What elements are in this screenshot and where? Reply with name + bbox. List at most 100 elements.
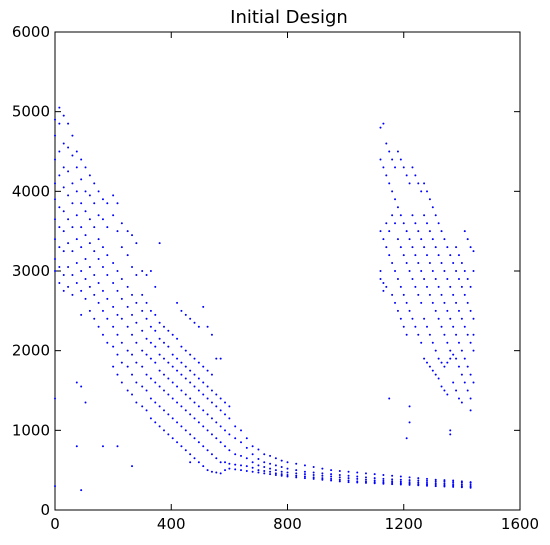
data-point bbox=[145, 409, 148, 412]
data-point bbox=[101, 333, 104, 336]
data-point bbox=[206, 469, 209, 472]
data-point bbox=[80, 385, 83, 388]
data-point bbox=[88, 242, 91, 245]
data-point bbox=[171, 397, 174, 400]
data-point bbox=[162, 409, 165, 412]
data-point bbox=[449, 349, 452, 352]
data-point bbox=[62, 186, 65, 189]
data-point bbox=[269, 462, 272, 465]
data-point bbox=[145, 273, 148, 276]
data-point bbox=[446, 246, 449, 249]
data-point bbox=[171, 353, 174, 356]
data-point bbox=[443, 365, 446, 368]
data-point bbox=[154, 401, 157, 404]
data-point bbox=[312, 477, 315, 480]
data-point bbox=[189, 413, 192, 416]
data-point bbox=[431, 301, 434, 304]
data-point bbox=[106, 297, 109, 300]
data-point bbox=[54, 118, 56, 121]
data-point bbox=[420, 270, 423, 272]
data-point bbox=[446, 361, 449, 364]
data-point bbox=[167, 377, 170, 380]
data-point bbox=[321, 478, 324, 481]
data-point bbox=[88, 266, 91, 269]
data-point bbox=[364, 476, 367, 479]
data-point bbox=[382, 122, 385, 125]
data-point bbox=[414, 222, 417, 225]
data-point bbox=[457, 254, 460, 257]
data-point bbox=[437, 377, 440, 380]
data-point bbox=[411, 277, 414, 280]
data-point bbox=[210, 333, 213, 336]
data-point bbox=[434, 277, 437, 280]
data-point bbox=[420, 301, 423, 304]
data-point bbox=[399, 478, 402, 481]
data-point bbox=[126, 389, 129, 392]
data-point bbox=[162, 373, 165, 376]
data-point bbox=[379, 126, 382, 129]
data-point bbox=[206, 385, 209, 388]
data-point bbox=[158, 425, 161, 428]
data-point bbox=[176, 301, 179, 304]
data-point bbox=[158, 353, 161, 356]
data-point bbox=[84, 210, 87, 213]
data-point bbox=[193, 437, 196, 440]
data-point bbox=[385, 246, 388, 249]
data-point bbox=[210, 417, 213, 420]
data-point bbox=[391, 214, 394, 217]
data-point bbox=[135, 321, 138, 324]
data-point bbox=[388, 182, 391, 185]
data-point bbox=[106, 341, 109, 344]
data-point bbox=[443, 333, 446, 336]
data-point bbox=[88, 309, 91, 312]
data-point bbox=[469, 397, 472, 400]
data-point bbox=[364, 472, 367, 475]
data-point bbox=[131, 373, 134, 376]
data-point bbox=[263, 472, 266, 475]
data-point bbox=[58, 106, 61, 109]
data-point bbox=[408, 479, 411, 482]
data-point bbox=[180, 445, 183, 448]
data-point bbox=[197, 389, 200, 392]
data-point bbox=[176, 385, 179, 388]
data-point bbox=[154, 421, 157, 424]
data-point bbox=[120, 317, 123, 320]
data-point bbox=[120, 297, 123, 300]
data-point bbox=[88, 285, 91, 288]
data-point bbox=[443, 482, 446, 485]
data-point bbox=[452, 353, 455, 356]
data-point bbox=[330, 473, 333, 476]
data-point bbox=[141, 385, 144, 388]
data-point bbox=[67, 266, 70, 269]
data-point bbox=[457, 341, 460, 344]
data-point bbox=[396, 277, 399, 280]
data-point bbox=[338, 473, 341, 476]
data-point bbox=[347, 481, 350, 484]
data-point bbox=[176, 421, 179, 424]
data-point bbox=[399, 285, 402, 288]
data-point bbox=[286, 473, 289, 476]
data-point bbox=[452, 479, 455, 482]
data-point bbox=[180, 361, 183, 364]
data-point bbox=[356, 477, 359, 480]
data-point bbox=[457, 397, 460, 400]
data-point bbox=[440, 293, 443, 296]
data-point bbox=[202, 305, 205, 308]
data-point bbox=[295, 474, 298, 477]
data-point bbox=[446, 309, 449, 312]
data-point bbox=[408, 476, 411, 479]
data-point bbox=[202, 465, 205, 468]
data-point bbox=[120, 361, 123, 364]
data-point bbox=[141, 293, 144, 296]
data-point bbox=[189, 353, 192, 356]
data-point bbox=[312, 476, 315, 479]
data-point bbox=[75, 445, 78, 448]
data-point bbox=[131, 313, 134, 316]
data-point bbox=[466, 365, 469, 368]
data-point bbox=[426, 254, 428, 257]
data-point bbox=[460, 262, 463, 265]
data-point bbox=[97, 190, 100, 193]
data-point bbox=[460, 285, 463, 288]
data-point bbox=[426, 481, 428, 484]
data-point bbox=[321, 472, 324, 475]
